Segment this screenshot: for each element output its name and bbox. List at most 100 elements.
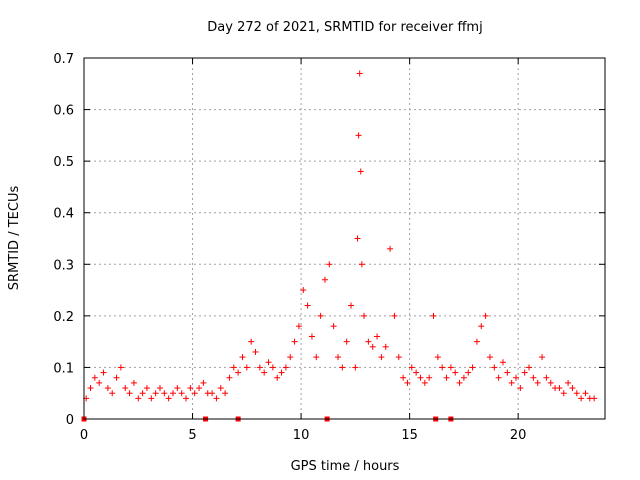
data-point — [512, 374, 519, 381]
x-axis-label: GPS time / hours — [291, 459, 400, 474]
y-tick-label: 0.6 — [53, 104, 74, 119]
data-point — [417, 374, 424, 381]
data-point — [152, 390, 159, 397]
data-point — [313, 354, 320, 361]
data-point — [517, 385, 524, 392]
data-point — [395, 354, 402, 361]
data-point — [304, 302, 311, 309]
data-point — [170, 390, 177, 397]
data-point — [499, 359, 506, 366]
data-point — [534, 379, 541, 386]
data-point — [504, 369, 511, 376]
data-point — [408, 364, 415, 371]
data-point — [274, 374, 281, 381]
data-point — [235, 369, 242, 376]
data-point — [413, 369, 420, 376]
data-point — [469, 364, 476, 371]
data-point — [209, 390, 216, 397]
data-point — [265, 359, 272, 366]
data-point — [439, 364, 446, 371]
data-point — [443, 374, 450, 381]
data-point — [354, 235, 361, 242]
data-point — [200, 379, 207, 386]
data-point — [96, 379, 103, 386]
data-point — [248, 338, 255, 345]
data-point — [569, 385, 576, 392]
y-tick-label: 0.5 — [53, 155, 74, 170]
data-point — [508, 379, 515, 386]
data-point — [565, 379, 572, 386]
data-point — [178, 390, 185, 397]
plot-frame — [83, 57, 606, 420]
y-tick-label: 0.2 — [53, 310, 74, 325]
data-point — [282, 364, 289, 371]
data-point — [356, 70, 363, 77]
data-point — [495, 374, 502, 381]
data-point — [278, 369, 285, 376]
y-tick-label: 0.4 — [53, 207, 74, 222]
data-point — [217, 385, 224, 392]
chart-title: Day 272 of 2021, SRMTID for receiver ffm… — [207, 20, 482, 35]
axis-ticks: 0 0.1 0.2 0.3 0.4 0.5 0.6 0.7 0 5 10 15 20 — [53, 52, 605, 443]
data-point — [243, 364, 250, 371]
data-point — [91, 374, 98, 381]
data-point — [100, 369, 107, 376]
data-point — [473, 338, 480, 345]
data-point — [339, 364, 346, 371]
data-point — [358, 261, 365, 268]
x-tick-label: 0 — [80, 428, 88, 443]
data-point — [355, 132, 362, 139]
data-point — [213, 395, 220, 402]
data-point — [391, 312, 398, 319]
data-point — [491, 364, 498, 371]
data-point — [343, 338, 350, 345]
data-point — [226, 374, 233, 381]
data-point — [143, 385, 150, 392]
data-point — [374, 333, 381, 340]
y-tick-label: 0.3 — [53, 258, 74, 273]
data-point — [330, 323, 337, 330]
data-point — [404, 379, 411, 386]
data-point — [387, 245, 394, 252]
x-tick-label: 20 — [510, 428, 527, 443]
data-point — [521, 369, 528, 376]
data-point — [256, 364, 263, 371]
data-point — [348, 302, 355, 309]
data-point — [126, 390, 133, 397]
data-point — [196, 385, 203, 392]
data-point — [447, 364, 454, 371]
data-point — [478, 323, 485, 330]
data-point — [291, 338, 298, 345]
data-point — [543, 374, 550, 381]
data-point — [560, 390, 567, 397]
data-point — [252, 348, 259, 355]
data-point — [308, 333, 315, 340]
data-point — [109, 390, 116, 397]
data-point — [456, 379, 463, 386]
data-point — [556, 385, 563, 392]
data-point — [526, 364, 533, 371]
data-point — [591, 395, 598, 402]
data-point — [122, 385, 129, 392]
data-point — [104, 385, 111, 392]
data-point — [378, 354, 385, 361]
data-point — [165, 395, 172, 402]
data-point — [139, 390, 146, 397]
data-point — [460, 374, 467, 381]
data-point — [361, 312, 368, 319]
data-point — [239, 354, 246, 361]
data-point — [130, 379, 137, 386]
data-point — [161, 390, 168, 397]
data-point — [578, 395, 585, 402]
y-tick-label: 0.7 — [53, 52, 74, 67]
y-tick-label: 0.1 — [53, 361, 74, 376]
data-point — [530, 374, 537, 381]
x-tick-label: 5 — [188, 428, 196, 443]
data-point — [486, 354, 493, 361]
y-tick-label: 0 — [66, 413, 74, 428]
data-point — [426, 374, 433, 381]
data-point — [261, 369, 268, 376]
data-point — [334, 354, 341, 361]
